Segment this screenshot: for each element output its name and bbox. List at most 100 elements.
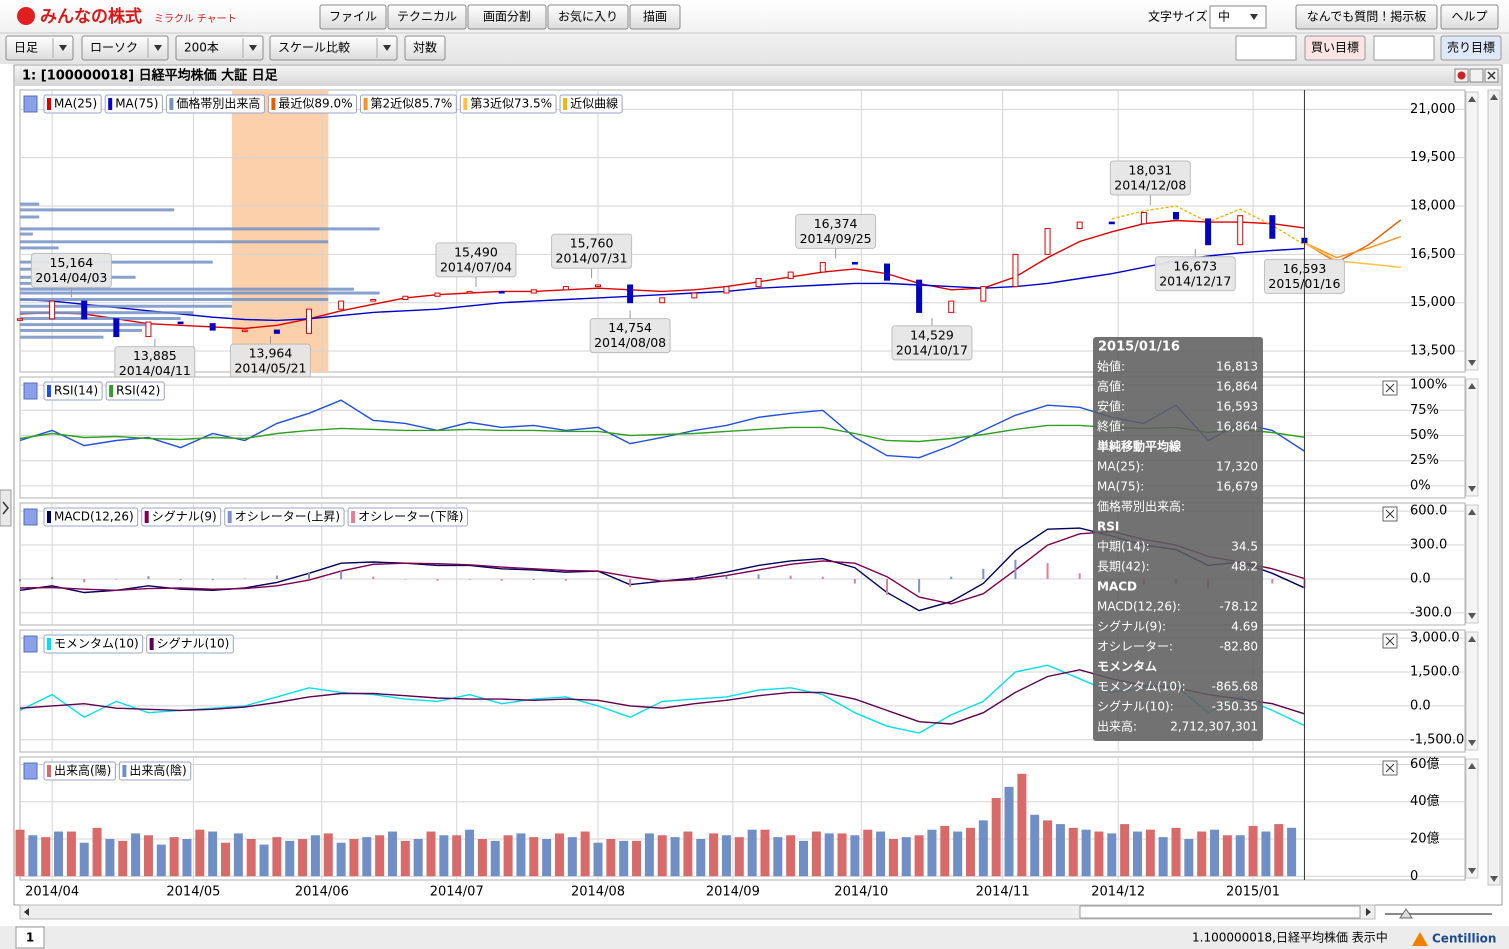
logo-sub: ミラクル チャート bbox=[154, 13, 237, 25]
tooltip-value: 4.69 bbox=[1231, 620, 1258, 634]
menu-button[interactable] bbox=[547, 4, 629, 30]
panel-scrollbar[interactable] bbox=[1465, 504, 1479, 624]
log-button[interactable] bbox=[404, 35, 446, 61]
legend-toggle[interactable] bbox=[23, 508, 38, 526]
legend-item[interactable] bbox=[105, 381, 165, 401]
y-tick-label: 16,500 bbox=[1410, 247, 1456, 262]
oscillator-bar bbox=[500, 578, 503, 581]
legend-swatch bbox=[109, 385, 114, 397]
oscillator-bar bbox=[211, 578, 214, 581]
sell-input[interactable] bbox=[1373, 35, 1435, 61]
volume-bar bbox=[901, 837, 911, 877]
volume-bar bbox=[747, 829, 757, 877]
candle bbox=[1269, 215, 1276, 239]
legend-item[interactable] bbox=[224, 507, 345, 527]
menu-button[interactable] bbox=[319, 4, 387, 30]
legend-item[interactable] bbox=[43, 94, 102, 114]
menu-button[interactable] bbox=[629, 4, 681, 30]
panel-scrollbar[interactable] bbox=[1465, 378, 1479, 497]
outer-scrollbar[interactable] bbox=[1487, 89, 1501, 886]
candle bbox=[113, 318, 120, 338]
menu-button[interactable] bbox=[467, 4, 547, 30]
legend-swatch bbox=[169, 98, 174, 110]
oscillator-bar bbox=[468, 578, 471, 580]
volume-profile-bar bbox=[20, 317, 181, 321]
candle bbox=[306, 308, 312, 334]
oscillator-bar bbox=[757, 574, 760, 579]
h-scroll-thumb[interactable] bbox=[1079, 905, 1361, 919]
legend-item[interactable] bbox=[360, 94, 457, 114]
legend-item[interactable] bbox=[267, 94, 358, 114]
oscillator-bar bbox=[629, 578, 632, 587]
candle bbox=[948, 300, 955, 313]
y-tick-label: 0 bbox=[1410, 869, 1418, 884]
tooltip-value: 2,712,307,301 bbox=[1170, 720, 1258, 734]
menu-button[interactable] bbox=[387, 4, 467, 30]
volume-bar bbox=[567, 837, 577, 877]
legend-item[interactable] bbox=[459, 94, 557, 114]
oscillator-bar bbox=[918, 578, 921, 593]
window-icon-mark bbox=[1457, 71, 1466, 80]
oscillator-bar bbox=[243, 578, 246, 579]
sheet-tab[interactable] bbox=[15, 926, 45, 949]
volume-bar bbox=[477, 839, 487, 877]
panel-scrollbar[interactable] bbox=[1465, 91, 1479, 371]
legend-item[interactable] bbox=[43, 761, 116, 781]
x-tick-label: 2014/10 bbox=[834, 885, 888, 900]
panel: 60億 40億 20億 0 出来高(陽) 出来高(陰) bbox=[15, 756, 1479, 884]
volume-bar bbox=[696, 839, 706, 877]
restore-button[interactable] bbox=[1469, 68, 1484, 83]
panel-scrollbar[interactable] bbox=[1465, 631, 1479, 751]
legend-item[interactable] bbox=[146, 634, 234, 654]
toolbar-select[interactable] bbox=[269, 35, 398, 61]
legend-item[interactable] bbox=[104, 94, 163, 114]
candle bbox=[273, 329, 280, 334]
oscillator-bar bbox=[1014, 559, 1017, 579]
candle bbox=[723, 286, 730, 294]
series-line bbox=[19, 424, 1305, 443]
link-button[interactable] bbox=[1440, 4, 1499, 30]
zoom-thumb[interactable] bbox=[1399, 908, 1413, 919]
legend-item[interactable] bbox=[559, 94, 623, 114]
legend-item[interactable] bbox=[165, 94, 265, 114]
oscillator-bar bbox=[853, 578, 856, 584]
buy-input[interactable] bbox=[1235, 35, 1297, 61]
legend-item[interactable] bbox=[141, 507, 222, 527]
font-size-select[interactable] bbox=[1209, 5, 1267, 29]
x-tick-label: 2014/05 bbox=[166, 885, 220, 900]
h-scrollbar[interactable] bbox=[19, 904, 1376, 920]
oscillator-bar bbox=[275, 575, 278, 579]
toolbar-select[interactable] bbox=[5, 35, 74, 61]
tooltip-value: 34.5 bbox=[1231, 540, 1258, 554]
link-button[interactable] bbox=[1295, 4, 1438, 30]
tooltip-label: 高値: bbox=[1097, 379, 1125, 394]
legend-toggle[interactable] bbox=[23, 382, 38, 400]
legend-item[interactable] bbox=[118, 761, 192, 781]
tooltip-label: 始値: bbox=[1097, 359, 1125, 374]
volume-bar bbox=[927, 829, 937, 877]
legend-toggle[interactable] bbox=[23, 635, 38, 653]
volume-bar bbox=[413, 839, 423, 877]
volume-bar bbox=[978, 820, 988, 877]
legend-label: オシレーター(下降) bbox=[358, 510, 463, 524]
annotation-date: 2014/08/08 bbox=[594, 335, 666, 350]
legend-item[interactable] bbox=[43, 507, 139, 527]
legend-item[interactable] bbox=[43, 634, 144, 654]
menu-label: テクニカル bbox=[397, 10, 457, 24]
legend-swatch bbox=[47, 638, 51, 650]
legend-item[interactable] bbox=[43, 381, 103, 401]
legend-item[interactable] bbox=[347, 507, 468, 527]
panel-scrollbar[interactable] bbox=[1465, 758, 1479, 879]
side-tab[interactable] bbox=[0, 489, 12, 527]
candle bbox=[787, 271, 794, 280]
sell-button[interactable] bbox=[1440, 35, 1502, 61]
volume-profile-bar bbox=[20, 202, 40, 206]
volume-profile-bar bbox=[20, 291, 380, 295]
toolbar-select[interactable] bbox=[81, 35, 169, 61]
menu-label: ファイル bbox=[329, 10, 377, 24]
legend-toggle[interactable] bbox=[23, 95, 38, 113]
buy-button[interactable] bbox=[1304, 35, 1366, 61]
legend-toggle[interactable] bbox=[23, 762, 38, 780]
toolbar-select[interactable] bbox=[175, 35, 264, 61]
volume-bar bbox=[888, 839, 898, 877]
